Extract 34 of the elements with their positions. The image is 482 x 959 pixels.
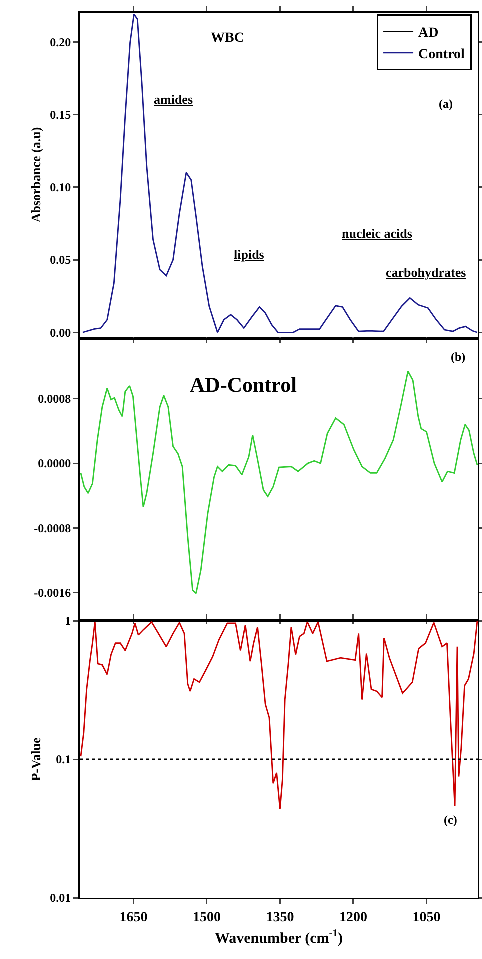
x-tick-label: 1200 xyxy=(339,910,368,926)
y-tick-label: 0.0000 xyxy=(38,456,72,471)
y-tick-label: -0.0008 xyxy=(34,521,72,536)
x-axis-title: Wavenumber (cm$^{-1}$) xyxy=(214,928,344,948)
y-axis-title: P-Value xyxy=(28,737,44,782)
annotation: (a) xyxy=(439,97,453,111)
y-tick-label: -0.0016 xyxy=(34,586,72,600)
annotation: AD-Control xyxy=(190,373,298,397)
annotation: nucleic acids xyxy=(342,226,412,241)
legend-label: Control xyxy=(418,47,466,62)
annotation: WBC xyxy=(211,31,244,46)
y-tick-label: 0.00 xyxy=(50,326,72,340)
x-tick-label: 1650 xyxy=(120,910,148,926)
y-tick-label: 0.1 xyxy=(56,752,72,767)
x-tick-label: 1350 xyxy=(266,910,294,926)
line-series xyxy=(80,621,478,810)
y-axis-title: Absorbance (a.u) xyxy=(28,127,44,223)
annotation: amides xyxy=(154,92,193,107)
y-tick-label: 0.05 xyxy=(50,253,72,268)
y-tick-label: 0.20 xyxy=(50,35,72,50)
annotation: (b) xyxy=(451,350,466,364)
line-series xyxy=(80,370,478,594)
annotation: lipids xyxy=(234,247,264,262)
x-tick-label: 1050 xyxy=(412,910,441,926)
y-tick-label: 0.10 xyxy=(50,180,72,195)
annotation: carbohydrates xyxy=(386,265,466,280)
y-tick-label: 1 xyxy=(65,614,72,628)
y-tick-label: 0.0008 xyxy=(38,392,72,406)
x-tick-label: 1500 xyxy=(192,910,221,926)
y-tick-label: 0.01 xyxy=(50,891,72,906)
legend-label: AD xyxy=(418,26,439,42)
line-series xyxy=(82,14,478,334)
annotation: (c) xyxy=(444,813,458,827)
y-tick-label: 0.15 xyxy=(50,108,72,122)
